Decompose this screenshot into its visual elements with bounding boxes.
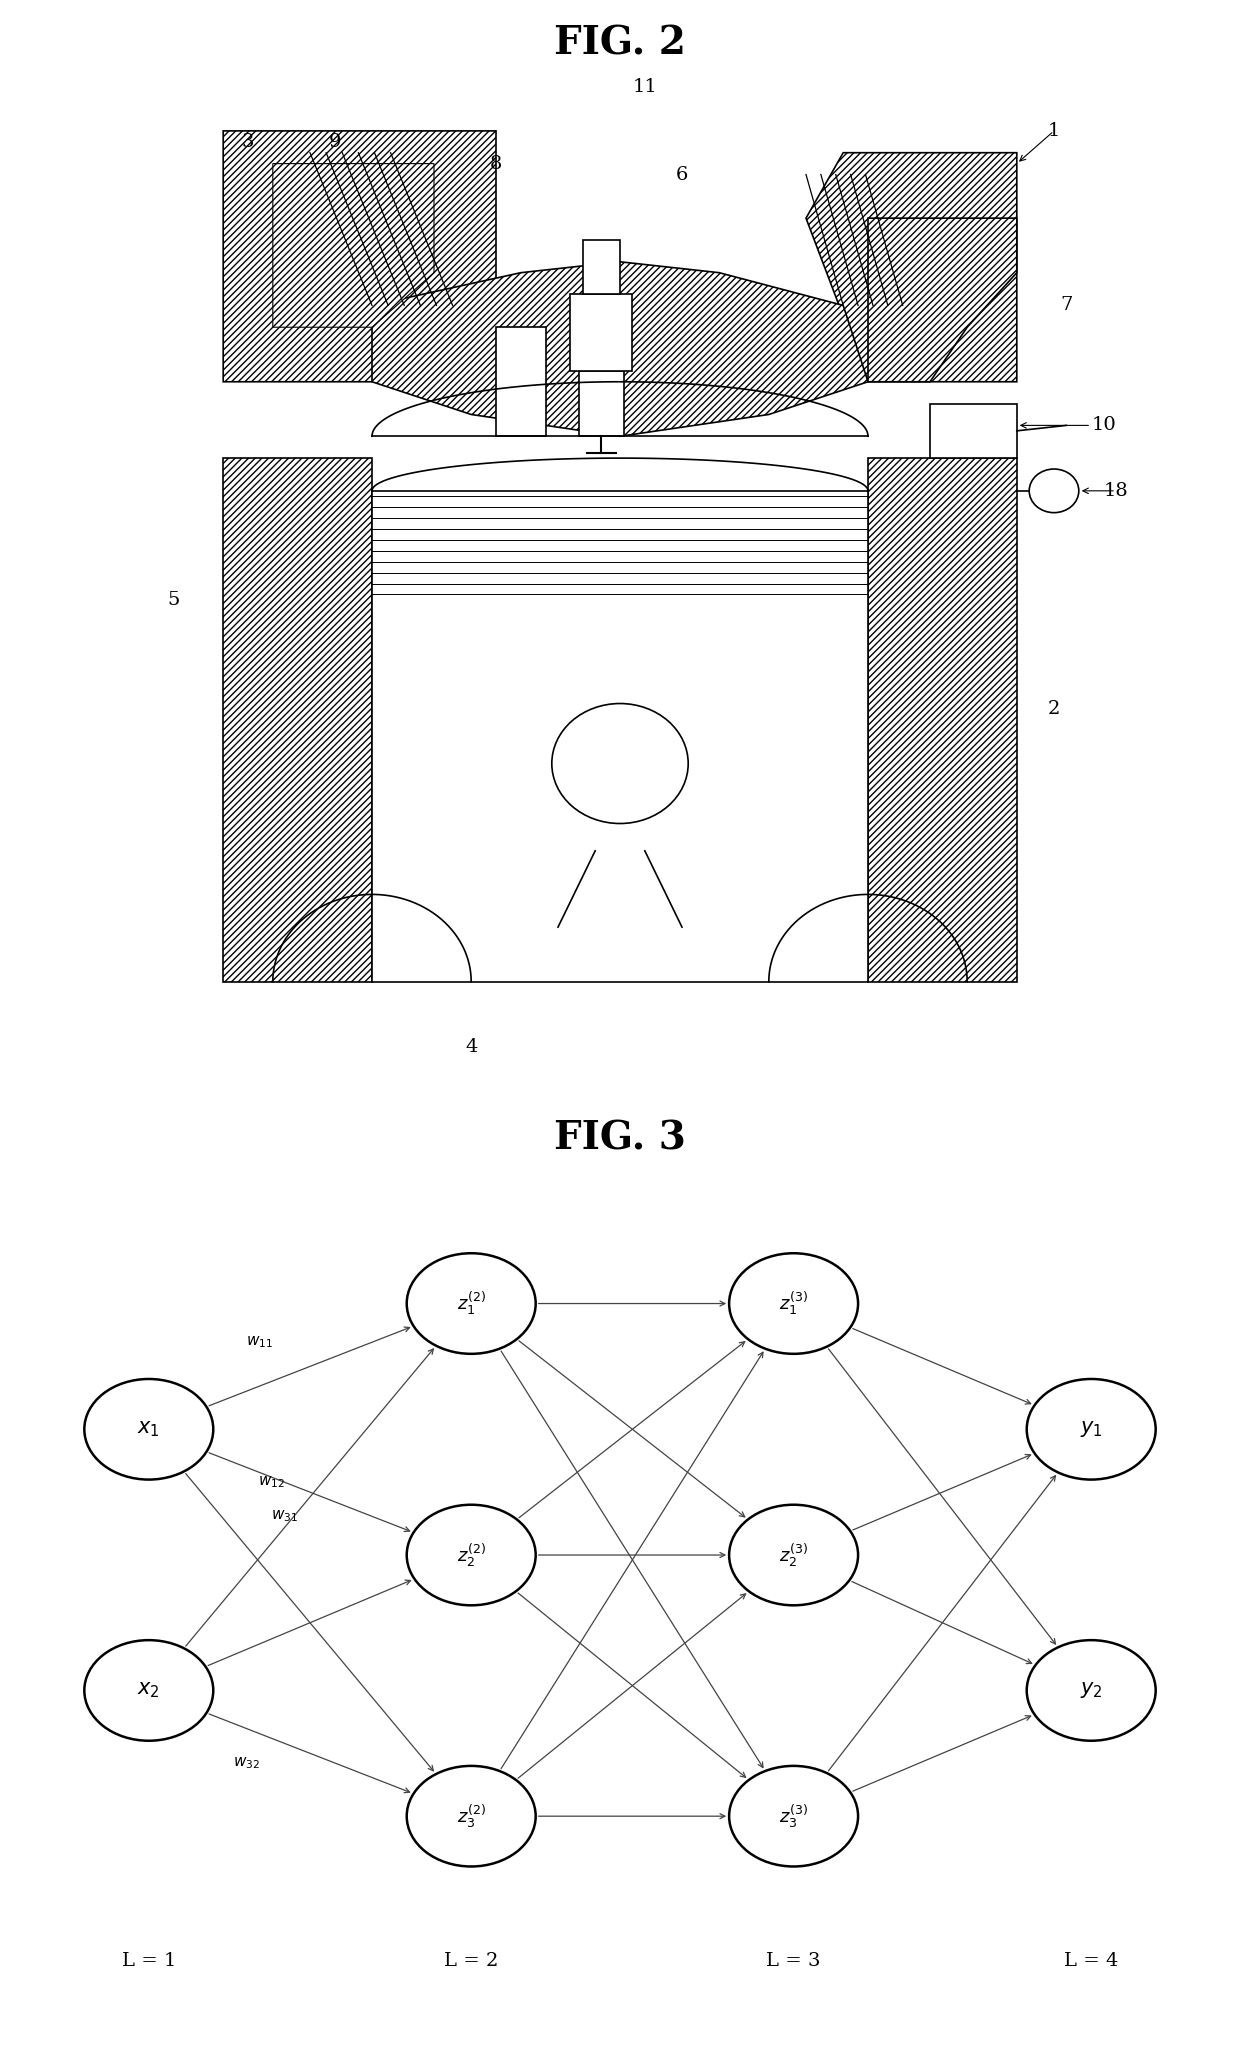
Text: $y_1$: $y_1$ (1080, 1420, 1102, 1439)
Text: 3: 3 (242, 134, 254, 150)
Text: $z_3^{(3)}$: $z_3^{(3)}$ (779, 1803, 808, 1830)
Circle shape (729, 1766, 858, 1867)
Text: $x_2$: $x_2$ (138, 1681, 160, 1700)
Polygon shape (372, 492, 868, 982)
Text: 6: 6 (676, 165, 688, 183)
Polygon shape (868, 218, 1017, 383)
Polygon shape (372, 261, 868, 436)
Text: $w_{12}$: $w_{12}$ (258, 1476, 285, 1490)
Circle shape (729, 1504, 858, 1605)
Text: $z_2^{(2)}$: $z_2^{(2)}$ (456, 1541, 486, 1568)
Text: FIG. 3: FIG. 3 (554, 1120, 686, 1159)
Circle shape (1027, 1640, 1156, 1741)
Text: $w_{31}$: $w_{31}$ (270, 1509, 298, 1525)
Circle shape (84, 1640, 213, 1741)
Polygon shape (579, 370, 624, 436)
Circle shape (407, 1253, 536, 1354)
Text: 1: 1 (1048, 121, 1060, 140)
Text: FIG. 2: FIG. 2 (554, 25, 686, 62)
Text: 8: 8 (490, 154, 502, 173)
Text: 11: 11 (632, 78, 657, 97)
Text: 18: 18 (1104, 482, 1128, 500)
Circle shape (1027, 1379, 1156, 1480)
Polygon shape (930, 403, 1017, 459)
Text: 2: 2 (1048, 700, 1060, 718)
Text: L = 3: L = 3 (766, 1953, 821, 1970)
Polygon shape (273, 165, 434, 327)
Polygon shape (496, 327, 546, 436)
Polygon shape (868, 459, 1017, 982)
Text: $z_3^{(2)}$: $z_3^{(2)}$ (456, 1803, 486, 1830)
Text: 5: 5 (167, 591, 180, 609)
Polygon shape (583, 241, 620, 294)
Text: $z_1^{(2)}$: $z_1^{(2)}$ (456, 1290, 486, 1317)
Circle shape (407, 1766, 536, 1867)
Polygon shape (223, 132, 496, 383)
Text: $w_{11}$: $w_{11}$ (246, 1334, 273, 1350)
Text: $z_2^{(3)}$: $z_2^{(3)}$ (779, 1541, 808, 1568)
Circle shape (84, 1379, 213, 1480)
Text: 7: 7 (1060, 296, 1073, 315)
Text: $x_1$: $x_1$ (138, 1420, 160, 1439)
Text: $w_{32}$: $w_{32}$ (233, 1755, 260, 1770)
Circle shape (729, 1253, 858, 1354)
Circle shape (407, 1504, 536, 1605)
Polygon shape (223, 459, 372, 982)
Text: L = 2: L = 2 (444, 1953, 498, 1970)
Text: L = 1: L = 1 (122, 1953, 176, 1970)
Polygon shape (806, 152, 1017, 383)
Text: 9: 9 (329, 134, 341, 150)
Text: $z_1^{(3)}$: $z_1^{(3)}$ (779, 1290, 808, 1317)
Polygon shape (570, 294, 632, 370)
Text: 4: 4 (465, 1037, 477, 1056)
Text: 10: 10 (1091, 416, 1116, 434)
Text: $y_2$: $y_2$ (1080, 1681, 1102, 1700)
Text: L = 4: L = 4 (1064, 1953, 1118, 1970)
